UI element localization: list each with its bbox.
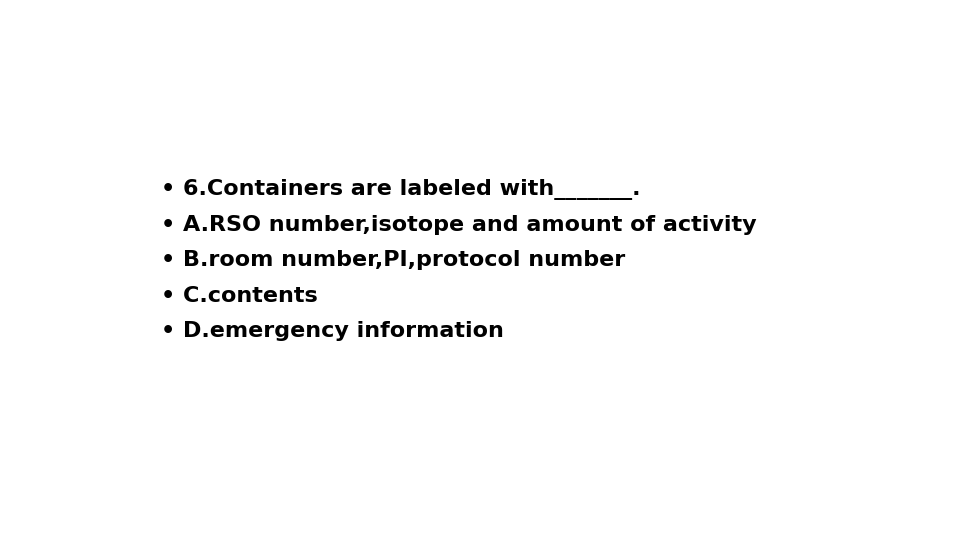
Text: • 6.Containers are labeled with_______.: • 6.Containers are labeled with_______.	[161, 179, 640, 200]
Text: • C.contents: • C.contents	[161, 286, 318, 306]
Text: • B.room number,PI,protocol number: • B.room number,PI,protocol number	[161, 250, 625, 270]
Text: • A.RSO number,isotope and amount of activity: • A.RSO number,isotope and amount of act…	[161, 215, 756, 235]
Text: • D.emergency information: • D.emergency information	[161, 321, 504, 341]
